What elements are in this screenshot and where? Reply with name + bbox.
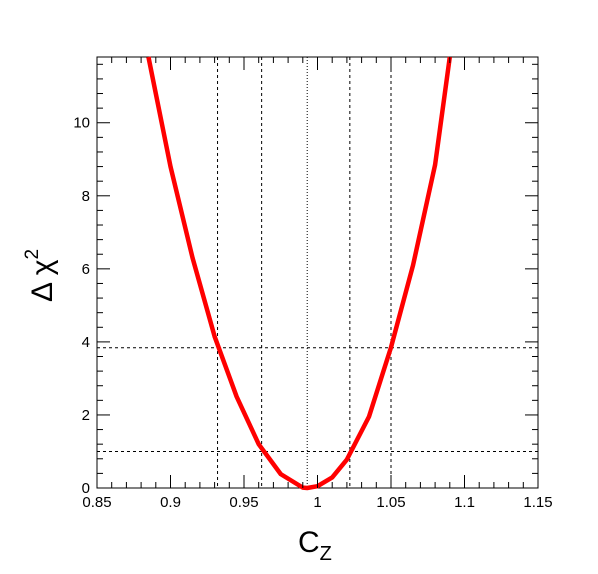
y-tick-label: 0 [82,480,90,497]
reference-lines [97,57,538,488]
x-tick-label: 1.1 [454,494,475,511]
x-axis-tick-labels: 0.85 0.9 0.95 1 1.05 1.1 1.15 [82,494,552,511]
y-tick-label: 4 [82,334,90,351]
y-axis-tick-labels: 0 2 4 6 8 10 [73,115,90,497]
y-axis-title: Δ χ2 [22,249,59,302]
x-tick-label: 0.85 [82,494,111,511]
x-axis-ticks [96,57,539,488]
curve-layer [146,56,453,491]
x-axis-title-subscript: Z [320,543,332,565]
y-axis-title-superscript: 2 [22,249,43,260]
x-tick-label: 1 [313,494,321,511]
y-axis-ticks [97,63,538,489]
x-tick-label: 1.15 [523,494,552,511]
y-tick-label: 10 [73,115,90,132]
y-tick-label: 2 [82,407,90,424]
x-tick-label: 0.9 [160,494,181,511]
delta-chi2-curve [146,56,453,491]
x-axis-title: CZ [298,526,332,565]
x-tick-label: 1.05 [376,494,405,511]
x-tick-label: 0.95 [229,494,258,511]
y-tick-label: 8 [82,188,90,205]
y-tick-label: 6 [82,261,90,278]
